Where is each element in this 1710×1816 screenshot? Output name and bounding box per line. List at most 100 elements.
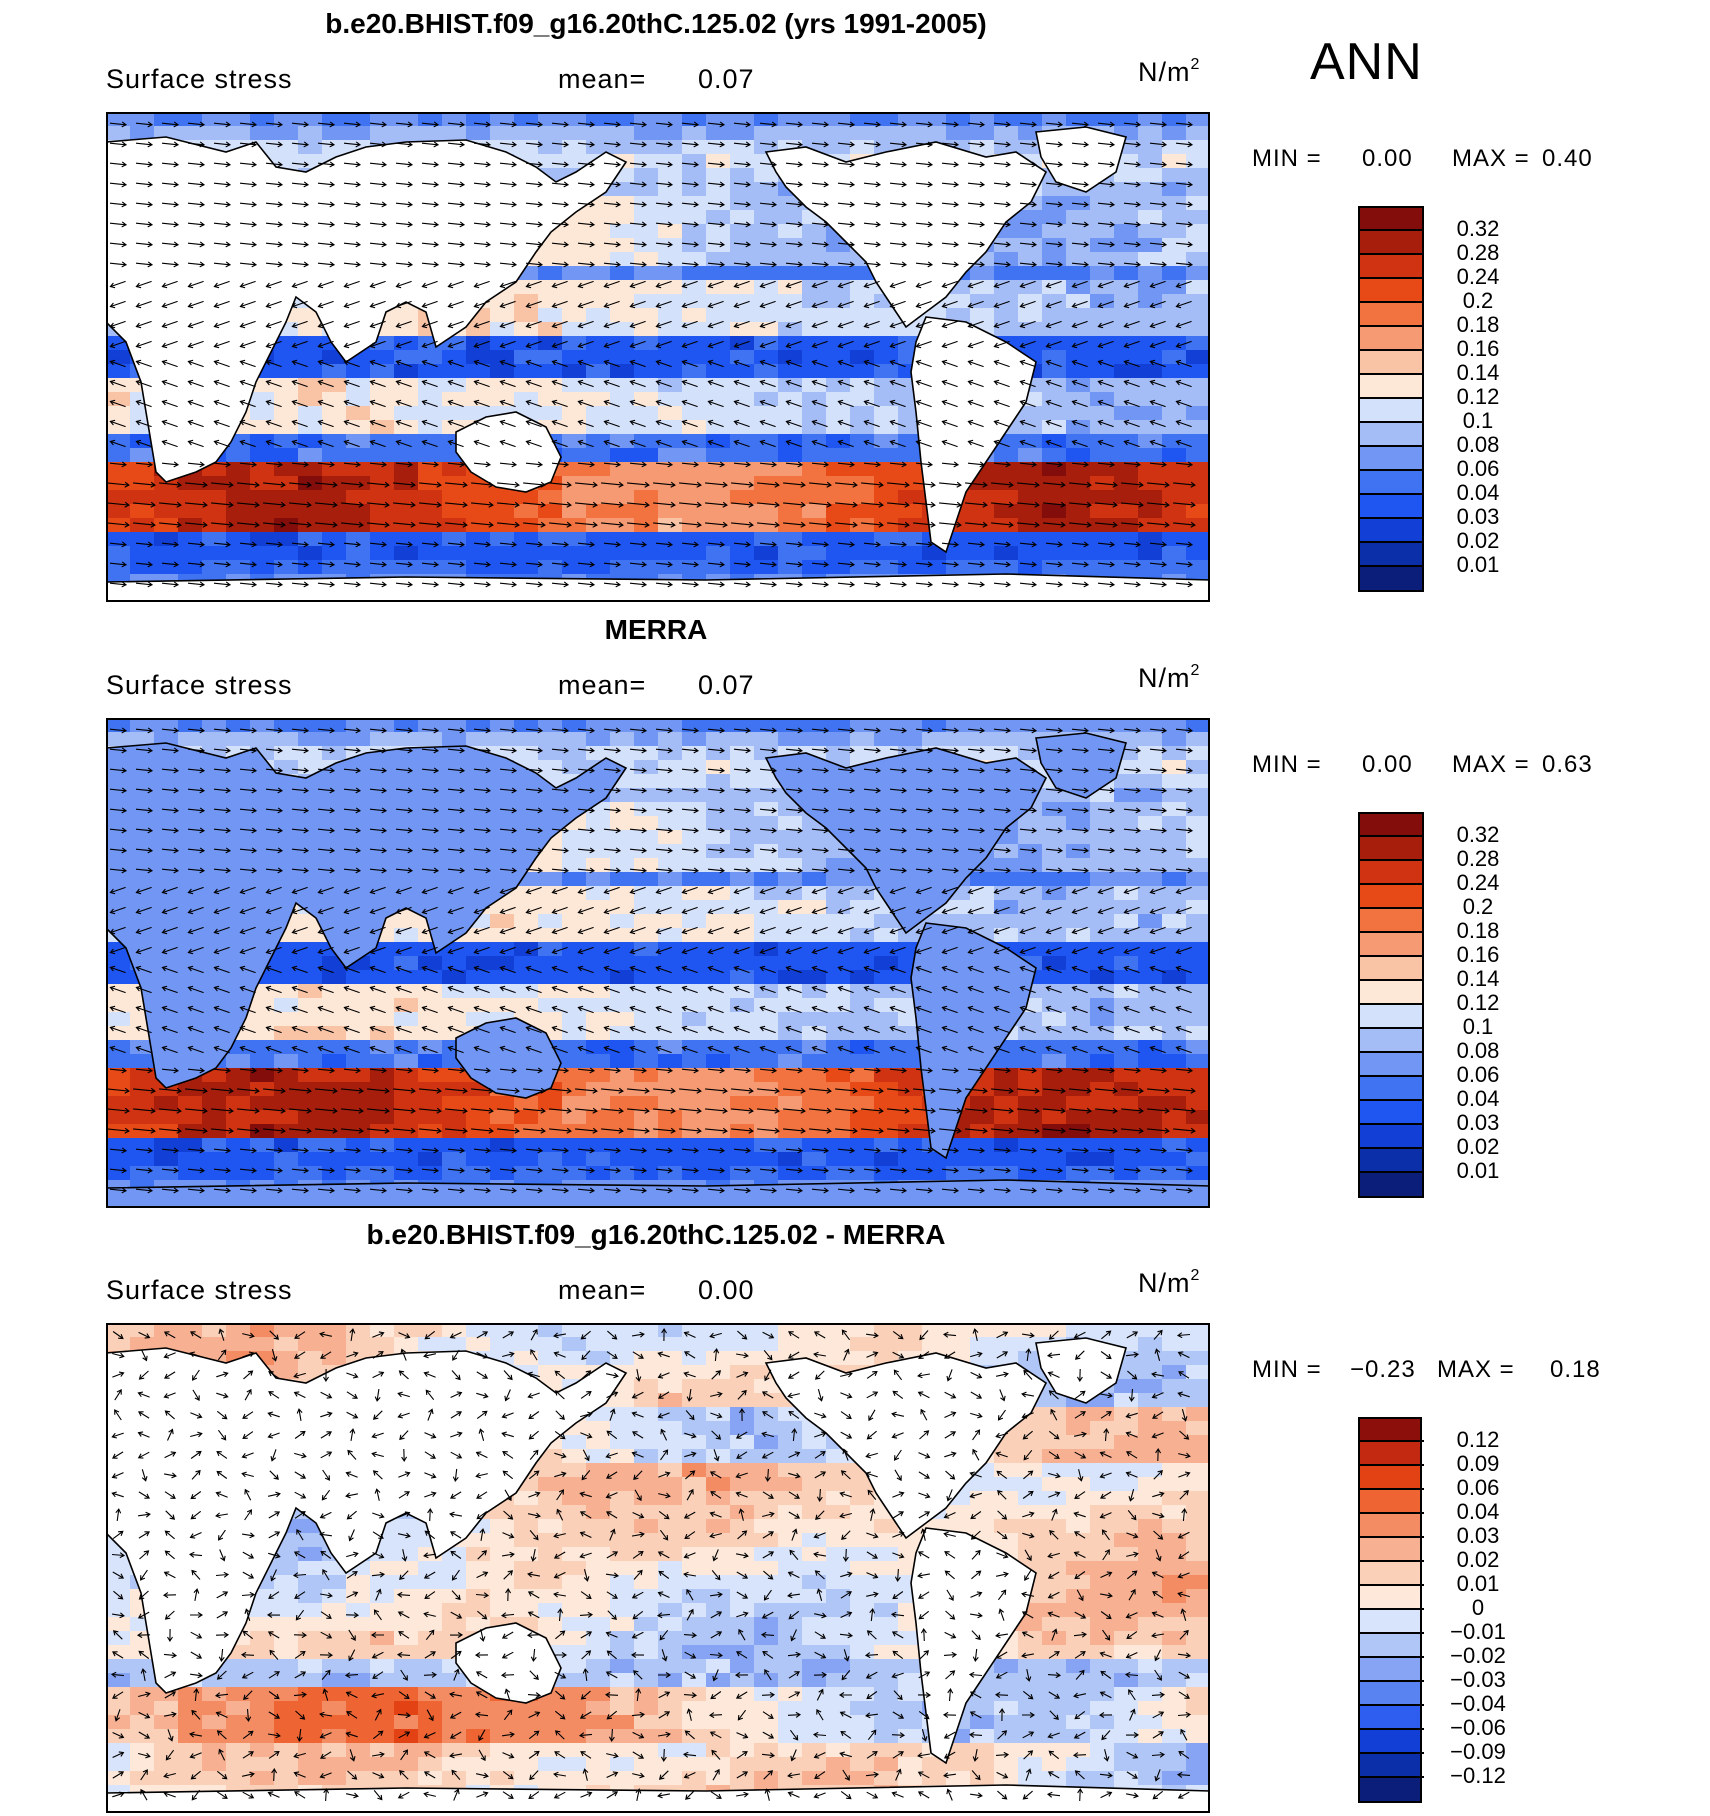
- field-cell: [538, 364, 563, 379]
- field-cell: [1018, 830, 1043, 845]
- field-cell: [562, 504, 587, 519]
- field-cell: [754, 886, 779, 901]
- mean-label: mean=: [558, 670, 646, 701]
- field-cell: [562, 914, 587, 929]
- field-cell: [658, 760, 683, 775]
- field-cell: [802, 1096, 827, 1111]
- field-cell: [538, 970, 563, 985]
- field-cell: [634, 378, 659, 393]
- field-cell: [1066, 816, 1091, 831]
- field-cell: [730, 1166, 755, 1181]
- field-cell: [730, 266, 755, 281]
- field-cell: [298, 732, 323, 747]
- field-cell: [226, 1054, 251, 1069]
- field-cell: [634, 448, 659, 463]
- field-cell: [850, 350, 875, 365]
- field-cell: [298, 490, 323, 505]
- field-cell: [778, 266, 803, 281]
- field-cell: [586, 224, 611, 239]
- field-cell: [730, 1040, 755, 1055]
- field-cell: [106, 546, 131, 561]
- field-cell: [1162, 406, 1187, 421]
- field-cell: [754, 392, 779, 407]
- field-cell: [778, 1096, 803, 1111]
- field-cell: [1090, 322, 1115, 337]
- field-cell: [106, 364, 131, 379]
- field-cell: [586, 732, 611, 747]
- field-cell: [1186, 476, 1210, 491]
- field-cell: [562, 434, 587, 449]
- field-cell: [1042, 406, 1067, 421]
- field-cell: [658, 914, 683, 929]
- field-cell: [298, 126, 323, 141]
- field-cell: [610, 984, 635, 999]
- field-cell: [514, 364, 539, 379]
- field-cell: [178, 126, 203, 141]
- field-cell: [1114, 224, 1139, 239]
- field-cell: [514, 112, 539, 127]
- field-cell: [682, 1054, 707, 1069]
- field-cell: [1042, 364, 1067, 379]
- field-cell: [754, 448, 779, 463]
- field-cell: [586, 914, 611, 929]
- field-cell: [682, 1152, 707, 1167]
- field-cell: [322, 518, 347, 533]
- field-cell: [850, 746, 875, 761]
- field-cell: [730, 210, 755, 225]
- field-cell: [1090, 1040, 1115, 1055]
- field-cell: [730, 406, 755, 421]
- field-cell: [274, 1166, 299, 1181]
- field-cell: [418, 560, 443, 575]
- field-cell: [394, 126, 419, 141]
- field-cell: [250, 1040, 275, 1055]
- field-cell: [178, 546, 203, 561]
- field-cell: [634, 1026, 659, 1041]
- field-cell: [922, 126, 947, 141]
- field-cell: [634, 1152, 659, 1167]
- field-cell: [1162, 1152, 1187, 1167]
- field-cell: [178, 560, 203, 575]
- field-cell: [994, 504, 1019, 519]
- field-cell: [778, 1040, 803, 1055]
- field-cell: [226, 560, 251, 575]
- field-cell: [1090, 406, 1115, 421]
- field-cell: [730, 126, 755, 141]
- field-cell: [346, 1012, 371, 1027]
- field-cell: [1042, 1152, 1067, 1167]
- field-cell: [634, 308, 659, 323]
- field-cell: [850, 294, 875, 309]
- field-cell: [682, 392, 707, 407]
- field-cell: [1066, 1012, 1091, 1027]
- field-cell: [250, 1026, 275, 1041]
- field-cell: [730, 252, 755, 267]
- field-cell: [706, 760, 731, 775]
- field-cell: [394, 1096, 419, 1111]
- field-cell: [682, 732, 707, 747]
- field-cell: [1066, 518, 1091, 533]
- field-cell: [850, 1012, 875, 1027]
- field-cell: [706, 844, 731, 859]
- field-cell: [1042, 112, 1067, 127]
- field-cell: [730, 1026, 755, 1041]
- field-cell: [514, 140, 539, 155]
- field-cell: [994, 900, 1019, 915]
- field-cell: [778, 322, 803, 337]
- field-cell: [898, 126, 923, 141]
- field-cell: [538, 518, 563, 533]
- field-cell: [514, 718, 539, 733]
- field-cell: [1114, 448, 1139, 463]
- field-cell: [730, 914, 755, 929]
- field-cell: [826, 252, 851, 267]
- field-cell: [1090, 448, 1115, 463]
- field-cell: [658, 774, 683, 789]
- field-cell: [1162, 886, 1187, 901]
- field-cell: [466, 1096, 491, 1111]
- field-cell: [322, 364, 347, 379]
- field-cell: [178, 1166, 203, 1181]
- field-cell: [1186, 1040, 1210, 1055]
- field-cell: [250, 1110, 275, 1125]
- field-cell: [562, 746, 587, 761]
- field-cell: [130, 1054, 155, 1069]
- field-cell: [466, 322, 491, 337]
- field-cell: [1042, 546, 1067, 561]
